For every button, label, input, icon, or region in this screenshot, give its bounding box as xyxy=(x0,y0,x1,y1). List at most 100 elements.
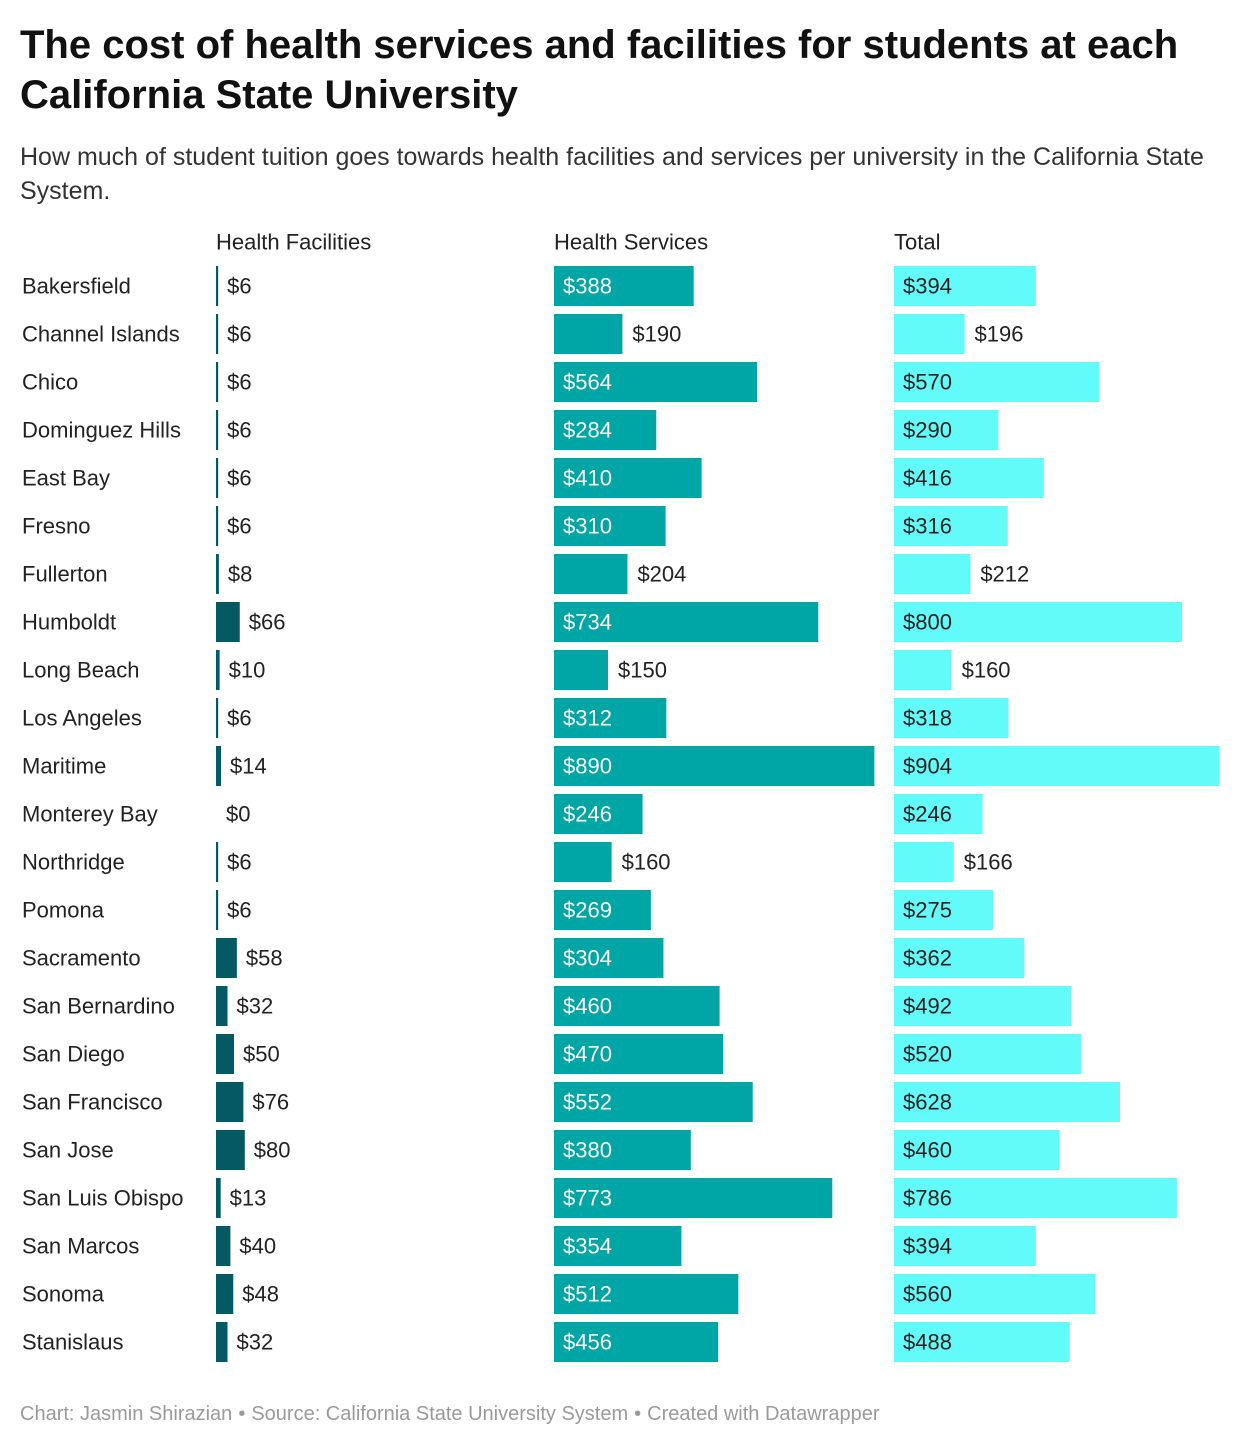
bar-total-bakersfield xyxy=(894,266,1036,306)
bar-total-san-diego xyxy=(894,1034,1082,1074)
value-label-total-san-bernardino: $492 xyxy=(903,994,952,1019)
category-label-humboldt: Humboldt xyxy=(22,610,116,635)
value-label-health-facilities-long-beach: $10 xyxy=(229,658,266,683)
value-label-health-facilities-sacramento: $58 xyxy=(246,946,283,971)
value-label-total-san-marcos: $394 xyxy=(903,1234,952,1259)
bar-health-facilities-fresno xyxy=(216,506,219,546)
value-label-health-facilities-monterey-bay: $0 xyxy=(226,802,250,827)
bar-health-services-sacramento xyxy=(554,938,664,978)
value-label-health-services-fresno: $310 xyxy=(563,514,612,539)
value-label-total-los-angeles: $318 xyxy=(903,706,952,731)
value-label-total-chico: $570 xyxy=(903,370,952,395)
bar-health-facilities-san-bernardino xyxy=(216,986,228,1026)
category-label-long-beach: Long Beach xyxy=(22,658,139,683)
value-label-total-monterey-bay: $246 xyxy=(903,802,952,827)
bar-health-facilities-fullerton xyxy=(216,554,219,594)
bar-total-northridge xyxy=(894,842,954,882)
category-label-los-angeles: Los Angeles xyxy=(22,706,142,731)
value-label-health-services-fullerton: $204 xyxy=(637,562,686,587)
footer-separator: • xyxy=(634,1403,642,1425)
bar-total-monterey-bay xyxy=(894,794,983,834)
bar-health-services-san-luis-obispo xyxy=(554,1178,833,1218)
value-label-health-facilities-san-marcos: $40 xyxy=(239,1234,276,1259)
bar-chart: Health Facilities Health Services Total Bak… xyxy=(22,230,1220,1362)
bar-total-sacramento xyxy=(894,938,1025,978)
bar-total-pomona xyxy=(894,890,993,930)
value-label-total-northridge: $166 xyxy=(964,850,1013,875)
category-label-pomona: Pomona xyxy=(22,898,105,923)
footer-separator: • xyxy=(238,1403,246,1425)
bar-total-chico xyxy=(894,362,1100,402)
bar-health-facilities-chico xyxy=(216,362,219,402)
chart-subtitle: How much of student tuition goes towards… xyxy=(20,143,1204,205)
value-label-total-humboldt: $800 xyxy=(903,610,952,635)
value-label-health-facilities-bakersfield: $6 xyxy=(227,274,251,299)
bar-health-services-chico xyxy=(554,362,758,402)
value-label-health-facilities-humboldt: $66 xyxy=(249,610,286,635)
bar-health-facilities-dominguez-hills xyxy=(216,410,219,450)
bar-health-facilities-northridge xyxy=(216,842,219,882)
value-label-health-facilities-fresno: $6 xyxy=(227,514,251,539)
value-label-health-services-pomona: $269 xyxy=(563,898,612,923)
category-label-fullerton: Fullerton xyxy=(22,562,108,587)
value-label-health-facilities-chico: $6 xyxy=(227,370,251,395)
value-label-total-east-bay: $416 xyxy=(903,466,952,491)
category-label-chico: Chico xyxy=(22,370,78,395)
bar-health-facilities-bakersfield xyxy=(216,266,219,306)
value-label-health-facilities-san-diego: $50 xyxy=(243,1042,280,1067)
value-label-health-facilities-east-bay: $6 xyxy=(227,466,251,491)
bar-total-maritime xyxy=(894,746,1220,786)
bar-total-san-marcos xyxy=(894,1226,1036,1266)
value-label-health-services-sonoma: $512 xyxy=(563,1282,612,1307)
category-label-maritime: Maritime xyxy=(22,754,106,779)
bar-health-services-east-bay xyxy=(554,458,702,498)
value-label-total-pomona: $275 xyxy=(903,898,952,923)
bar-health-facilities-los-angeles xyxy=(216,698,219,738)
bar-health-facilities-east-bay xyxy=(216,458,219,498)
value-label-total-fresno: $316 xyxy=(903,514,952,539)
bar-health-services-san-diego xyxy=(554,1034,724,1074)
bar-total-humboldt xyxy=(894,602,1182,642)
value-label-health-facilities-maritime: $14 xyxy=(230,754,267,779)
bar-health-services-fresno xyxy=(554,506,666,546)
bar-health-services-humboldt xyxy=(554,602,819,642)
value-label-health-facilities-san-bernardino: $32 xyxy=(237,994,274,1019)
value-label-health-services-long-beach: $150 xyxy=(618,658,667,683)
value-label-health-services-channel-islands: $190 xyxy=(632,322,681,347)
value-label-health-facilities-channel-islands: $6 xyxy=(227,322,251,347)
category-label-san-luis-obispo: San Luis Obispo xyxy=(22,1186,183,1211)
footer-source: Source: California State University Syst… xyxy=(251,1403,629,1425)
value-label-health-facilities-pomona: $6 xyxy=(227,898,251,923)
bar-health-facilities-stanislaus xyxy=(216,1322,228,1362)
bar-health-services-monterey-bay xyxy=(554,794,643,834)
value-label-health-services-sacramento: $304 xyxy=(563,946,612,971)
value-label-health-services-san-jose: $380 xyxy=(563,1138,612,1163)
bar-health-services-pomona xyxy=(554,890,651,930)
value-label-health-services-chico: $564 xyxy=(563,370,612,395)
value-label-total-fullerton: $212 xyxy=(980,562,1029,587)
value-label-health-facilities-fullerton: $8 xyxy=(228,562,252,587)
chart-title: The cost of health services and faciliti… xyxy=(20,23,1179,117)
value-label-health-services-stanislaus: $456 xyxy=(563,1330,612,1355)
footer-tool: Created with Datawrapper xyxy=(647,1403,880,1425)
chart-footer: Chart: Jasmin Shirazian • Source: Californ… xyxy=(20,1403,880,1426)
bar-health-services-san-jose xyxy=(554,1130,691,1170)
value-label-health-services-monterey-bay: $246 xyxy=(563,802,612,827)
bar-health-services-san-bernardino xyxy=(554,986,720,1026)
bar-health-facilities-maritime xyxy=(216,746,222,786)
bar-total-dominguez-hills xyxy=(894,410,999,450)
bar-health-services-northridge xyxy=(554,842,612,882)
value-label-total-maritime: $904 xyxy=(903,754,952,779)
bar-health-services-dominguez-hills xyxy=(554,410,657,450)
category-label-east-bay: East Bay xyxy=(22,466,110,491)
value-label-health-services-northridge: $160 xyxy=(622,850,671,875)
bar-health-facilities-pomona xyxy=(216,890,219,930)
category-label-fresno: Fresno xyxy=(22,514,90,539)
bar-health-facilities-san-luis-obispo xyxy=(216,1178,221,1218)
bar-health-services-maritime xyxy=(554,746,875,786)
value-label-health-facilities-los-angeles: $6 xyxy=(227,706,251,731)
bar-health-facilities-long-beach xyxy=(216,650,220,690)
bar-health-facilities-san-francisco xyxy=(216,1082,244,1122)
value-label-total-san-francisco: $628 xyxy=(903,1090,952,1115)
bar-health-services-san-marcos xyxy=(554,1226,682,1266)
